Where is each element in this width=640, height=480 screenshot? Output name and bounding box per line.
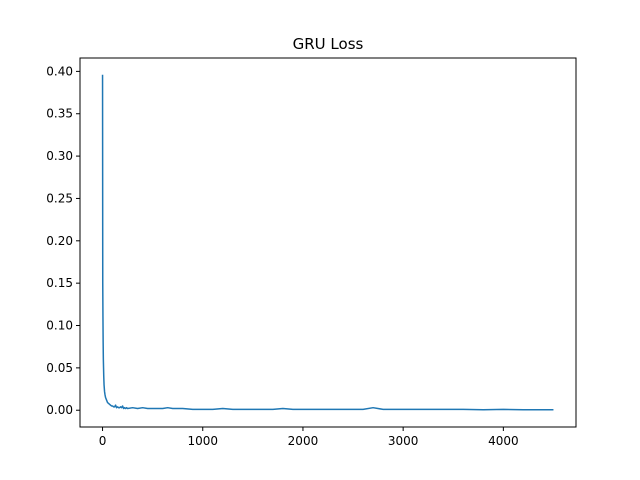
y-tick-label: 0.35 [46,107,73,121]
chart-title: GRU Loss [293,35,364,53]
y-tick-label: 0.10 [46,319,73,333]
plot-area [101,74,554,411]
y-tick-label: 0.20 [46,234,73,248]
y-axis: 0.00 0.05 0.10 0.15 0.20 0.25 0.30 0.35 0.40 [46,64,80,417]
x-tick-label: 2000 [288,434,319,448]
y-tick-label: 0.05 [46,361,73,375]
x-tick-label: 0 [99,434,107,448]
plot-frame [79,57,577,428]
y-tick-label: 0.25 [46,191,73,205]
x-tick-label: 4000 [488,434,519,448]
x-axis: 0 1000 2000 3000 4000 [99,427,519,448]
y-tick-label: 0.15 [46,276,73,290]
x-tick-label: 1000 [187,434,218,448]
y-tick-label: 0.40 [46,64,73,78]
y-tick-label: 0.30 [46,149,73,163]
loss-series-line-0 [101,74,554,411]
y-tick-label: 0.00 [46,403,73,417]
x-tick-label: 3000 [388,434,419,448]
